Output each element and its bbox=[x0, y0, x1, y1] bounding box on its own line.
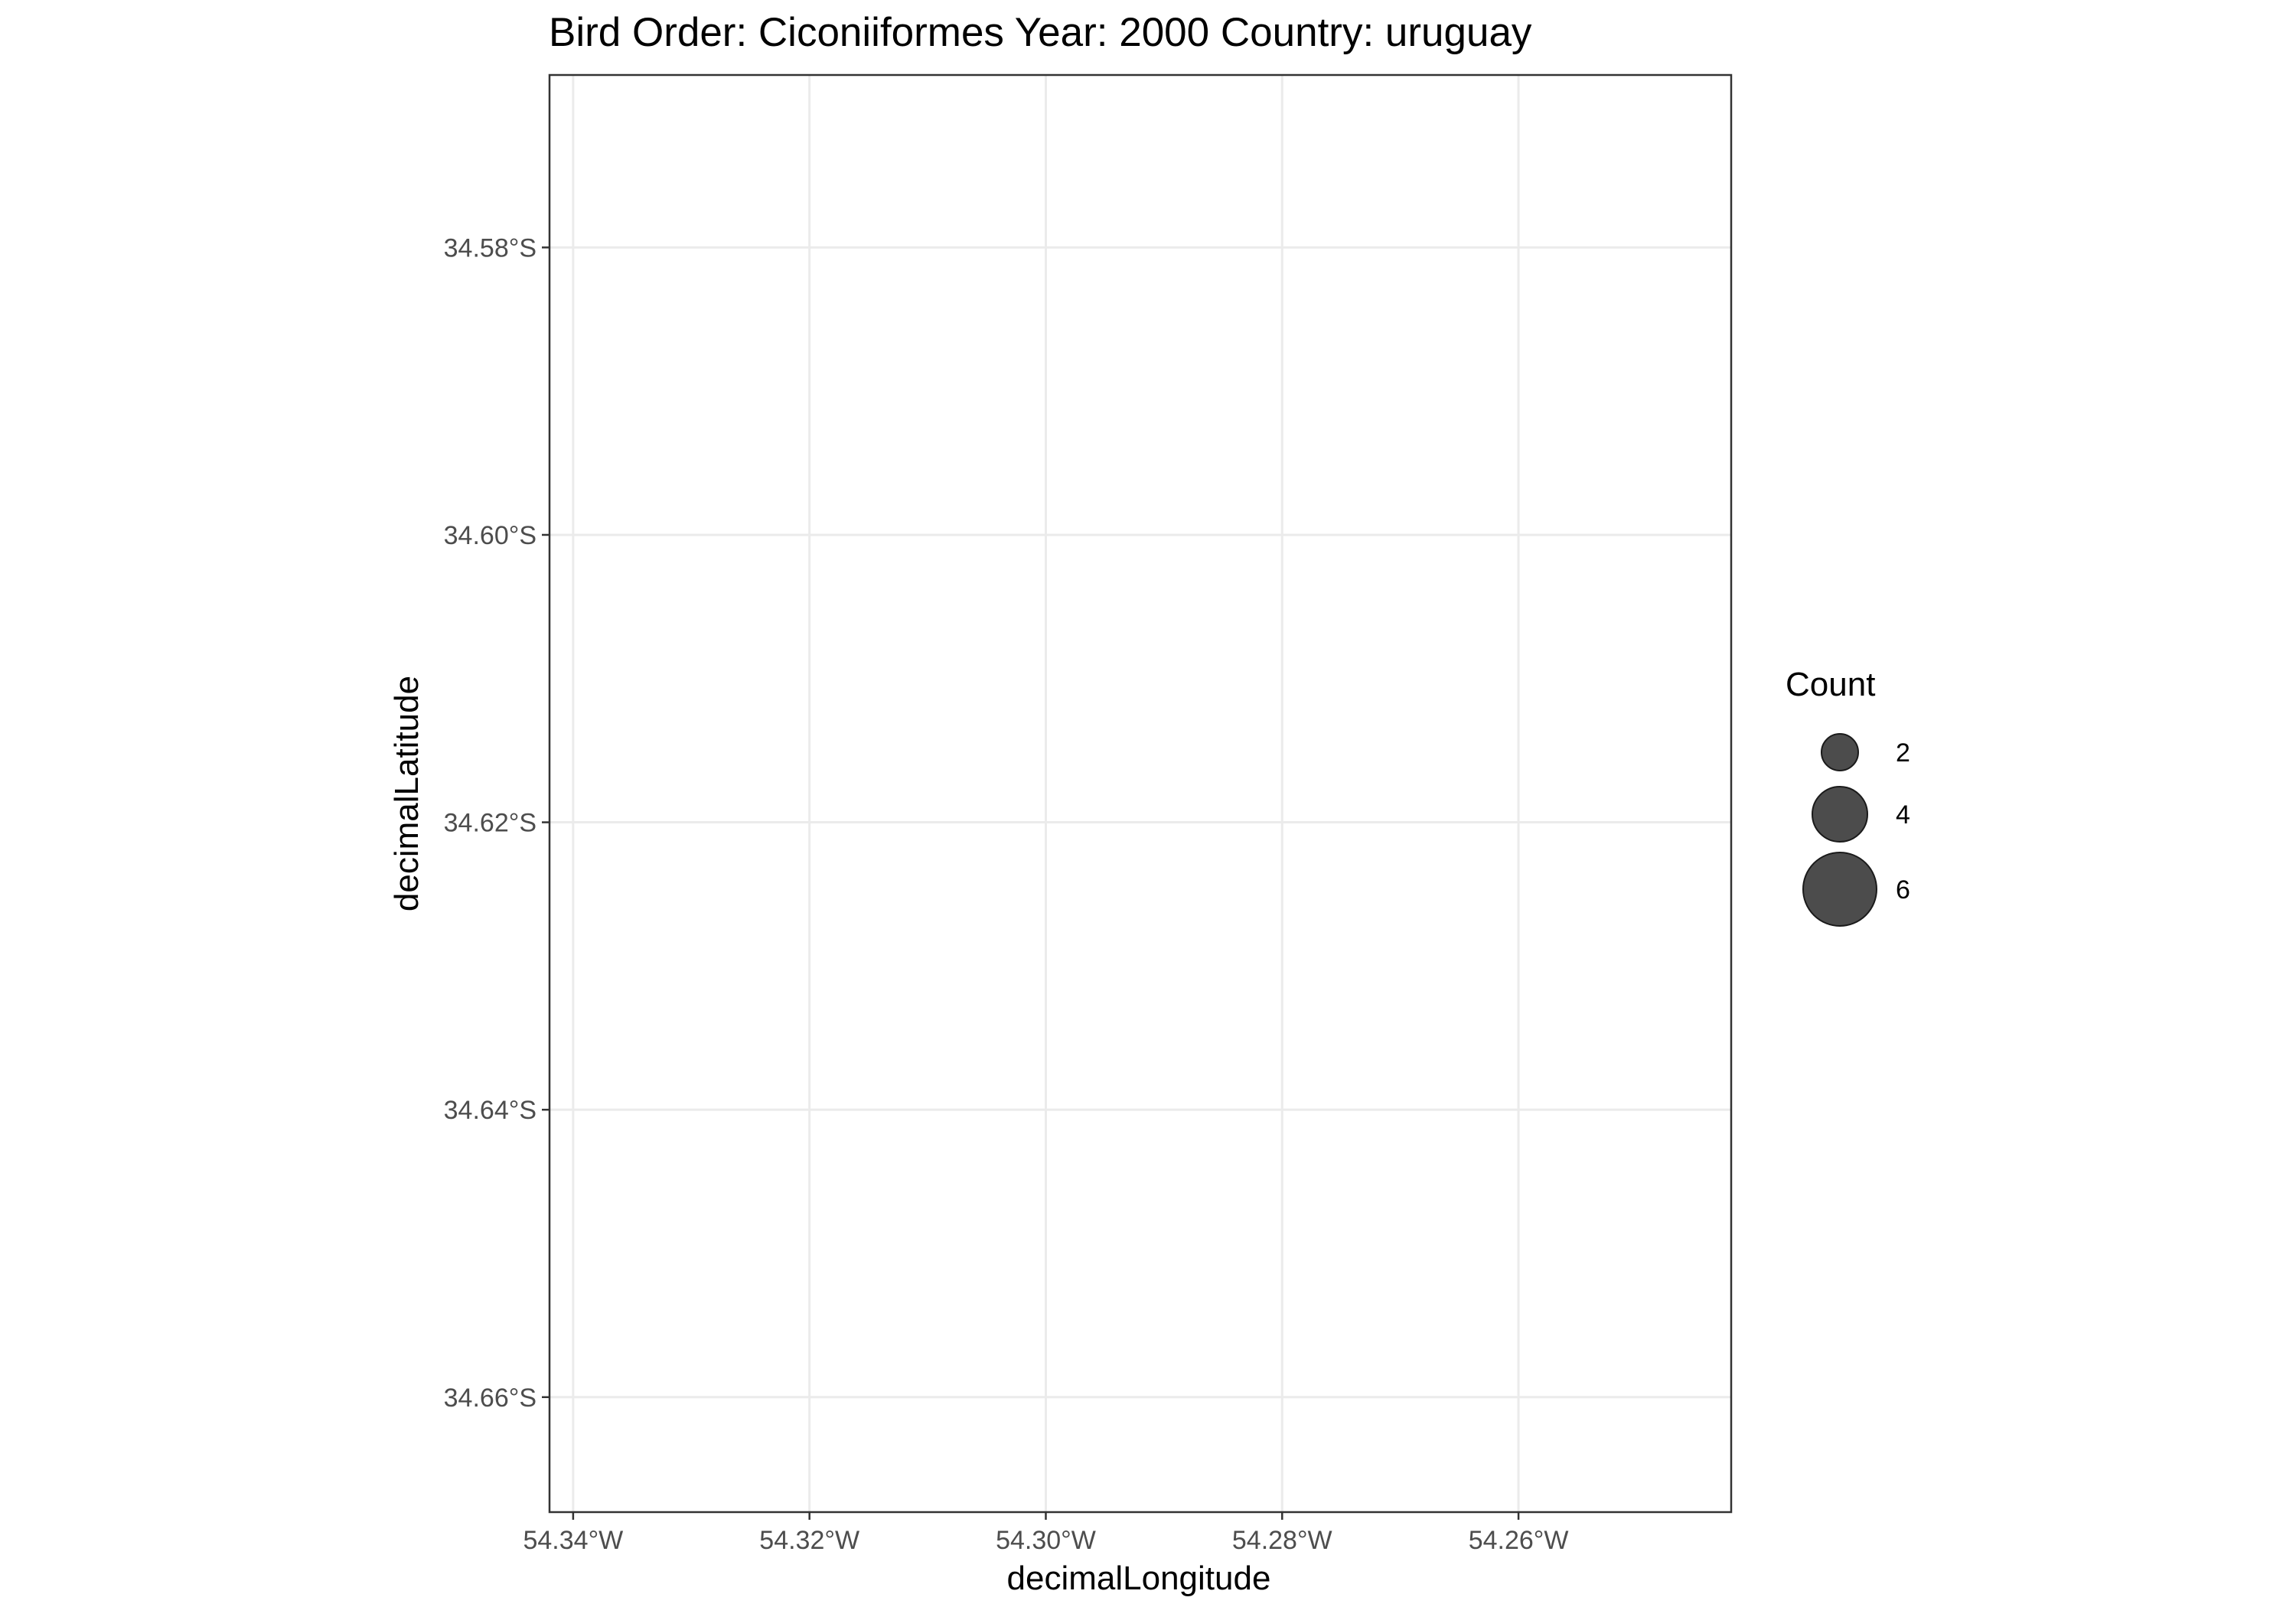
x-tick-label: 54.34°W bbox=[523, 1526, 623, 1555]
chart-title: Bird Order: Ciconiiformes Year: 2000 Cou… bbox=[549, 10, 1532, 55]
x-tick-label: 54.28°W bbox=[1232, 1526, 1332, 1555]
x-axis-title: decimalLongitude bbox=[1007, 1560, 1271, 1597]
x-tick-label: 54.30°W bbox=[996, 1526, 1096, 1555]
legend-key-circle bbox=[1802, 852, 1877, 927]
legend-title: Count bbox=[1786, 666, 1875, 703]
y-tick-label: 34.58°S bbox=[444, 233, 536, 262]
legend-label: 2 bbox=[1896, 738, 1910, 768]
x-tick-label: 54.32°W bbox=[759, 1526, 859, 1555]
x-tick-label: 54.26°W bbox=[1469, 1526, 1569, 1555]
y-tick-label: 34.62°S bbox=[444, 809, 536, 838]
y-axis: 34.58°S 34.60°S 34.62°S 34.64°S 34.66°S bbox=[444, 233, 550, 1413]
y-axis-title: decimalLatitude bbox=[388, 676, 426, 911]
legend-key-circle bbox=[1821, 733, 1859, 771]
legend-label: 6 bbox=[1896, 875, 1910, 905]
panel-border bbox=[548, 73, 1733, 1514]
legend-key-circle bbox=[1812, 786, 1868, 843]
gridlines bbox=[550, 75, 1731, 1512]
x-axis: 54.34°W 54.32°W 54.30°W 54.28°W 54.26°W bbox=[523, 1512, 1568, 1555]
y-tick-label: 34.64°S bbox=[444, 1096, 536, 1125]
legend: Count 2 4 6 bbox=[1786, 666, 1910, 927]
y-tick-label: 34.66°S bbox=[444, 1384, 536, 1413]
y-tick-label: 34.60°S bbox=[444, 521, 536, 550]
legend-label: 4 bbox=[1896, 800, 1910, 830]
